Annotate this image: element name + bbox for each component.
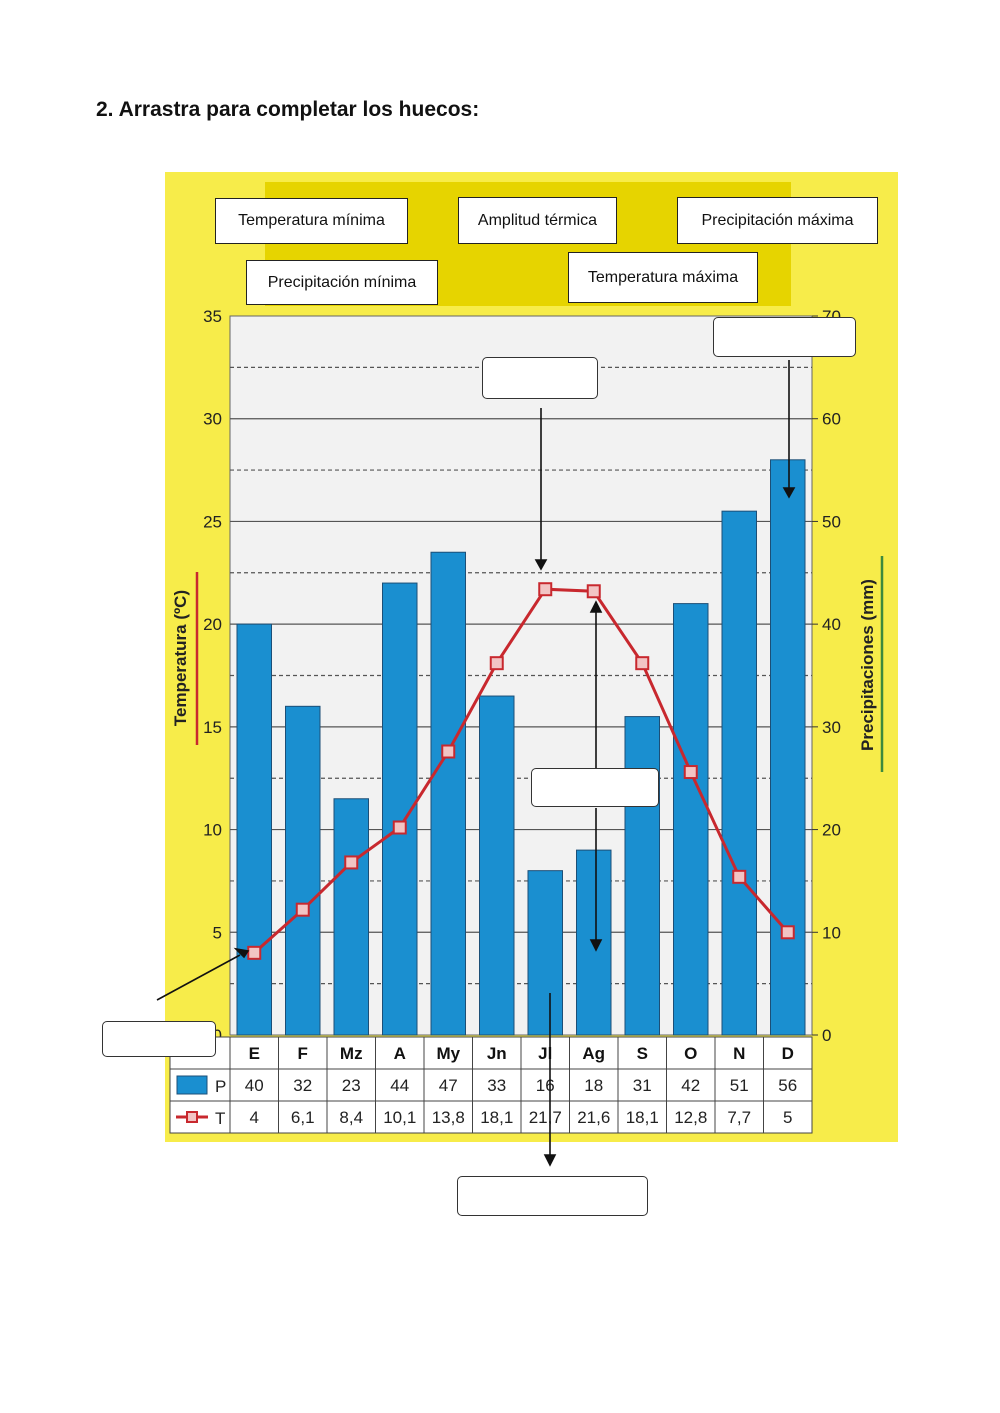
legend-label-T: T <box>215 1109 225 1128</box>
data-label-P: 31 <box>633 1076 652 1095</box>
temperature-line <box>247 582 795 960</box>
y-left-tick-label: 10 <box>203 821 222 840</box>
x-tick-label: D <box>782 1044 794 1063</box>
data-label-P: 51 <box>730 1076 749 1095</box>
chip-temperatura-minima[interactable]: Temperatura mínima <box>215 198 408 244</box>
x-tick-label: N <box>733 1044 745 1063</box>
point-Jl <box>538 582 553 597</box>
drop-box-precipitacion-maxima[interactable] <box>713 317 856 357</box>
bar-My <box>430 551 466 1036</box>
point-E <box>247 945 262 960</box>
point-Jn <box>489 656 504 671</box>
bar-S <box>624 716 660 1036</box>
point-F <box>295 902 310 917</box>
x-tick-label: S <box>637 1044 648 1063</box>
x-tick-label: F <box>298 1044 308 1063</box>
bar-N <box>721 510 757 1036</box>
drop-box-amplitud-termica[interactable] <box>531 768 659 807</box>
data-label-T: 4 <box>250 1108 259 1127</box>
drop-box-precipitacion-minima[interactable] <box>457 1176 648 1216</box>
data-label-T: 10,1 <box>383 1108 416 1127</box>
data-label-T: 18,1 <box>480 1108 513 1127</box>
drop-box-temperatura-maxima[interactable] <box>482 357 598 399</box>
x-tick-label: O <box>684 1044 697 1063</box>
temperature-polyline <box>253 587 789 954</box>
data-label-T: 12,8 <box>674 1108 707 1127</box>
data-label-T: 5 <box>783 1108 792 1127</box>
data-label-P: 32 <box>293 1076 312 1095</box>
data-label-P: 16 <box>536 1076 555 1095</box>
x-tick-label: Jl <box>538 1044 552 1063</box>
data-label-T: 6,1 <box>291 1108 315 1127</box>
x-tick-label: My <box>436 1044 460 1063</box>
y-right-tick-label: 20 <box>822 821 841 840</box>
y-left-tick-label: 0 <box>213 1026 222 1045</box>
data-label-T: 13,8 <box>432 1108 465 1127</box>
data-label-P: 42 <box>681 1076 700 1095</box>
data-label-P: 56 <box>778 1076 797 1095</box>
y-right-tick-label: 10 <box>822 923 841 942</box>
y-right-axis-title: Precipitaciones (mm) <box>858 579 877 751</box>
grid-lines <box>230 366 812 985</box>
legend-marker-T <box>186 1111 198 1123</box>
data-table: E F Mz A My Jn Jl Ag S O N D 40 32 23 44 47 33 16 18 31 42 51 5… <box>169 1036 813 1134</box>
x-tick-label: Jn <box>487 1044 507 1063</box>
chip-amplitud-termica[interactable]: Amplitud térmica <box>458 197 617 244</box>
bar-E <box>236 623 272 1036</box>
data-label-T: 21,6 <box>577 1108 610 1127</box>
y-right-tick-label: 60 <box>822 410 841 429</box>
table-frame <box>169 1036 813 1134</box>
y-right-tick-label: 0 <box>822 1026 831 1045</box>
y-left-tick-label: 30 <box>203 410 222 429</box>
chip-precipitacion-minima[interactable]: Precipitación mínima <box>246 260 438 305</box>
y-left-tick-label: 5 <box>213 923 222 942</box>
precipitation-bars <box>236 459 806 1036</box>
x-tick-label: Mz <box>340 1044 363 1063</box>
data-label-P: 23 <box>342 1076 361 1095</box>
chip-precipitacion-maxima[interactable]: Precipitación máxima <box>677 197 878 244</box>
bar-Jn <box>479 695 515 1036</box>
legend-label-P: P <box>215 1077 226 1096</box>
data-label-P: 47 <box>439 1076 458 1095</box>
y-right-tick-label: 30 <box>822 718 841 737</box>
drop-box-temperatura-minima[interactable] <box>102 1021 216 1057</box>
bar-Mz <box>333 798 369 1036</box>
y-left-tick-label: 15 <box>203 718 222 737</box>
instruction-text: 2. Arrastra para completar los huecos: <box>96 98 480 121</box>
point-A <box>392 820 407 835</box>
point-Ag <box>586 584 601 599</box>
point-D <box>780 925 795 940</box>
data-label-P: 40 <box>245 1076 264 1095</box>
chip-temperatura-maxima[interactable]: Temperatura máxima <box>568 252 758 303</box>
y-left-tick-label: 25 <box>203 512 222 531</box>
point-O <box>683 765 698 780</box>
y-right-tick-label: 50 <box>822 512 841 531</box>
point-N <box>732 869 747 884</box>
y-left-tick-label: 20 <box>203 615 222 634</box>
x-tick-label: A <box>394 1044 406 1063</box>
x-tick-label: E <box>249 1044 260 1063</box>
data-label-P: 18 <box>584 1076 603 1095</box>
data-label-T: 7,7 <box>727 1108 751 1127</box>
point-Mz <box>344 855 359 870</box>
point-S <box>635 656 650 671</box>
data-label-T: 18,1 <box>626 1108 659 1127</box>
bar-Jl <box>527 870 563 1036</box>
y-left-axis-title: Temperatura (ºC) <box>171 590 190 726</box>
x-tick-label: Ag <box>582 1044 605 1063</box>
data-label-P: 33 <box>487 1076 506 1095</box>
bar-F <box>285 705 321 1036</box>
data-label-T: 8,4 <box>339 1108 363 1127</box>
bar-O <box>673 603 709 1036</box>
y-left-tick-label: 35 <box>203 307 222 326</box>
y-right-tick-label: 40 <box>822 615 841 634</box>
answer-arrows <box>156 360 796 1167</box>
data-label-T: 21,7 <box>529 1108 562 1127</box>
bar-D <box>770 459 806 1036</box>
legend-swatch-P <box>176 1075 208 1095</box>
data-label-P: 44 <box>390 1076 409 1095</box>
point-My <box>441 744 456 759</box>
